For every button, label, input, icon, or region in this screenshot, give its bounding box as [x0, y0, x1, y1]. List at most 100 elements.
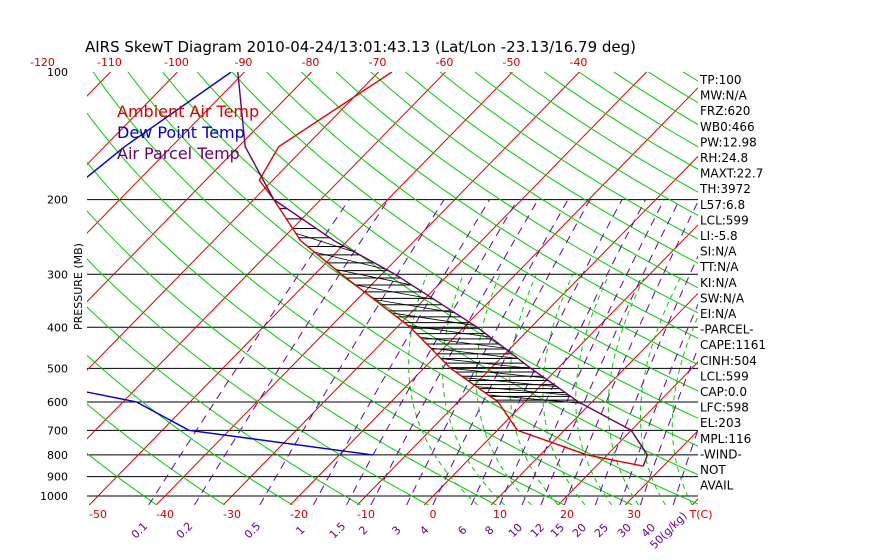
hatch-line — [488, 394, 581, 404]
dry-adiabat-line — [405, 72, 698, 264]
mixing-ratio-line — [619, 303, 698, 505]
bottom-temp-tick-label: 0 — [430, 508, 437, 521]
mixing-ratio-line — [594, 255, 698, 505]
hatch-line — [476, 386, 569, 396]
isobars — [87, 199, 698, 497]
hatch-line — [440, 358, 532, 369]
mixing-ratio-tick-label: 20 — [570, 521, 589, 540]
isotherm-line — [0, 72, 43, 505]
bottom-temp-tick-label: -20 — [290, 508, 308, 521]
mixing-ratio-line — [406, 199, 569, 505]
pressure-tick-label: 600 — [47, 396, 68, 409]
moist-adiabat-line — [607, 274, 647, 505]
isotherm-line — [87, 72, 446, 440]
mixing-ratio-line — [540, 199, 681, 505]
dry-adiabat-line — [231, 72, 698, 392]
index-label: EI:N/A — [700, 307, 737, 321]
mixing-ratio-line — [470, 199, 623, 505]
bottom-temp-tick-label: 20 — [560, 508, 574, 521]
mixing-ratio-tick-label: 3 — [389, 523, 403, 537]
mixing-ratio-line — [148, 199, 350, 505]
legend-ambient: Ambient Air Temp — [117, 102, 259, 121]
isotherm-line — [624, 429, 698, 505]
top-temp-tick-label: -110 — [97, 56, 122, 69]
top-temp-tick-label: -40 — [569, 56, 587, 69]
parcel-temp-line — [237, 72, 649, 467]
dry-adiabat-line — [822, 72, 870, 505]
moist-adiabat-line — [671, 315, 698, 505]
legend-dewpoint: Dew Point Temp — [117, 123, 245, 142]
mixing-ratio-tick-label: 0.2 — [174, 520, 196, 542]
isotherm-line — [557, 361, 698, 505]
dry-adiabat-line — [87, 354, 293, 505]
isotherms — [0, 72, 870, 505]
isotherm-line — [222, 72, 647, 505]
hatch-line — [463, 377, 557, 387]
dry-adiabat-line — [87, 258, 429, 505]
legend-parcel: Air Parcel Temp — [117, 144, 240, 163]
index-label: AVAIL — [700, 479, 734, 493]
dry-adiabat-line — [753, 72, 870, 505]
dry-adiabat-line — [87, 210, 497, 505]
bottom-temp-tick-label: -50 — [89, 508, 107, 521]
pressure-tick-label: 800 — [47, 449, 68, 462]
mixing-ratio-tick-label: 1 — [293, 523, 307, 537]
dry-adiabat-line — [196, 72, 698, 419]
mixing-ratio-line — [639, 346, 698, 505]
pressure-tick-label: 200 — [47, 194, 68, 207]
hatch-line — [419, 336, 505, 349]
index-label: EL:203 — [700, 416, 741, 430]
index-label: SW:N/A — [700, 291, 745, 305]
dry-adiabat-line — [87, 161, 565, 505]
dry-adiabat-line — [92, 72, 698, 505]
dry-adiabat-line — [370, 72, 698, 289]
cape-hatching — [279, 208, 581, 404]
pressure-tick-label: 1000 — [40, 490, 68, 503]
isotherm-line — [826, 72, 870, 505]
bottom-temp-tick-label: -30 — [223, 508, 241, 521]
index-label: -PARCEL- — [700, 323, 754, 337]
mixing-ratio-tick-label: 12 — [528, 521, 547, 540]
isotherm-line — [155, 72, 580, 505]
mixing-ratio-line — [432, 199, 591, 505]
top-temp-tick-label: -60 — [435, 56, 453, 69]
mixing-ratio-line — [563, 200, 698, 505]
index-label: LCL:599 — [700, 369, 749, 383]
mixing-ratio-tick-label: 4 — [417, 523, 431, 537]
isotherm-line — [87, 72, 379, 371]
isotherm-line — [356, 155, 698, 505]
ambient-temp-line — [258, 72, 644, 467]
mixing-ratio-line — [346, 199, 518, 505]
index-label: CAP:0.0 — [700, 385, 747, 399]
dry-adiabat-line — [127, 72, 698, 476]
hatch-line — [407, 325, 491, 338]
mixing-ratio-tick-label: 0.5 — [242, 520, 264, 542]
mixing-ratio-tick-label: 6 — [455, 523, 469, 537]
hatch-line — [295, 232, 356, 253]
index-label: SI:N/A — [700, 245, 737, 259]
isotherm-line — [759, 72, 870, 505]
mixing-ratio-line — [194, 199, 389, 505]
moist-adiabat-line — [640, 274, 683, 505]
bottom-temp-tick-label: -40 — [156, 508, 174, 521]
pressure-tick-label: 300 — [47, 268, 68, 281]
pressure-tick-label: 700 — [47, 424, 68, 437]
pressure-tick-label: 500 — [47, 362, 68, 375]
hatch-line — [314, 251, 387, 270]
pressure-tick-label: 400 — [47, 321, 68, 334]
dry-adiabat-line — [474, 72, 698, 217]
isotherm-line — [423, 224, 698, 505]
dewpoint-temp-line — [87, 72, 373, 456]
mixing-ratio-line — [672, 428, 698, 505]
isotherm-line — [87, 72, 178, 166]
hatch-line — [355, 284, 435, 300]
top-temp-tick-label: -100 — [164, 56, 189, 69]
index-label: LFC:598 — [700, 401, 749, 415]
index-label: CAPE:1161 — [700, 338, 766, 352]
mixing-ratio-tick-label: 25 — [592, 521, 611, 540]
bottom-temp-tick-label: -10 — [357, 508, 375, 521]
bottom-temp-tick-label: 10 — [493, 508, 507, 521]
pressure-tick-label: 900 — [47, 471, 68, 484]
index-label: WB0:466 — [700, 120, 755, 134]
hatch-line — [335, 268, 412, 286]
